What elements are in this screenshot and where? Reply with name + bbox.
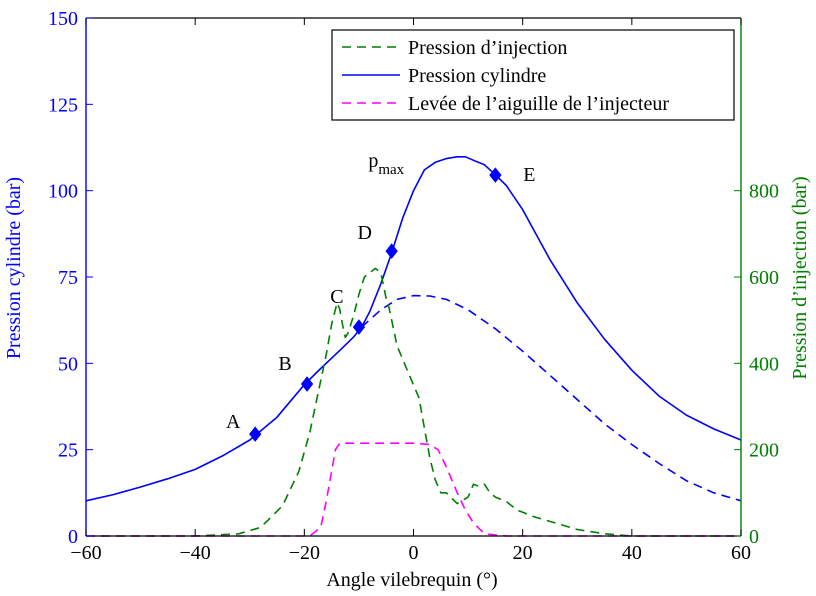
y-left-tick-label: 125 [48, 94, 78, 116]
point-label-c: C [330, 286, 343, 308]
x-tick-label: 40 [622, 542, 642, 564]
y-left-tick-label: 100 [48, 181, 78, 203]
right-axis-label: Pression d’injection (bar) [789, 176, 811, 379]
point-label-e: E [523, 164, 535, 186]
point-label-a: A [226, 411, 241, 433]
marker-point-a [249, 426, 262, 442]
y-right-tick-label: 800 [749, 181, 779, 203]
left-axis-label: Pression cylindre (bar) [3, 177, 25, 359]
y-right-tick-label: 200 [749, 440, 779, 462]
legend: Pression d’injection Pression cylindre Lev… [331, 29, 735, 121]
marker-point-d [385, 243, 398, 259]
series-line-2 [86, 267, 741, 537]
x-axis-label: Angle vilebrequin (°) [326, 569, 497, 591]
y-right-tick-label: 0 [749, 526, 759, 548]
x-tick-label: −40 [180, 542, 211, 564]
left-axis: 0 25 50 75 100 125 150 [48, 8, 93, 548]
plot-markers [249, 167, 502, 442]
point-label-b: B [278, 353, 291, 375]
y-right-tick-label: 600 [749, 267, 779, 289]
x-tick-label: 60 [731, 542, 751, 564]
y-left-tick-label: 25 [58, 440, 78, 462]
y-left-tick-label: 50 [58, 353, 78, 375]
x-tick-label: −60 [70, 542, 101, 564]
series-line-0 [85, 156, 742, 502]
bottom-axis: −60 −40 −20 0 20 40 60 [70, 18, 751, 564]
marker-point-e [489, 167, 502, 183]
legend-label-1: Pression cylindre [408, 65, 546, 87]
point-label-d: D [357, 222, 371, 244]
series-line-1 [361, 294, 742, 502]
right-axis: 0 200 400 600 800 [734, 181, 779, 548]
series-line-3 [86, 442, 741, 537]
x-tick-label: 0 [409, 542, 419, 564]
y-left-tick-label: 150 [48, 8, 78, 30]
legend-label-2: Levée de l’aiguille de l’injecteur [408, 93, 669, 115]
plot-lines [85, 156, 742, 537]
y-left-tick-label: 0 [68, 526, 78, 548]
marker-point-c [352, 319, 366, 335]
x-tick-label: −20 [289, 542, 320, 564]
marker-point-b [300, 376, 314, 392]
annotation-pmax-subscript: max [378, 162, 404, 178]
y-left-tick-label: 75 [58, 267, 78, 289]
x-tick-label: 20 [513, 542, 533, 564]
legend-label-0: Pression d’injection [408, 37, 567, 59]
y-right-tick-label: 400 [749, 353, 779, 375]
